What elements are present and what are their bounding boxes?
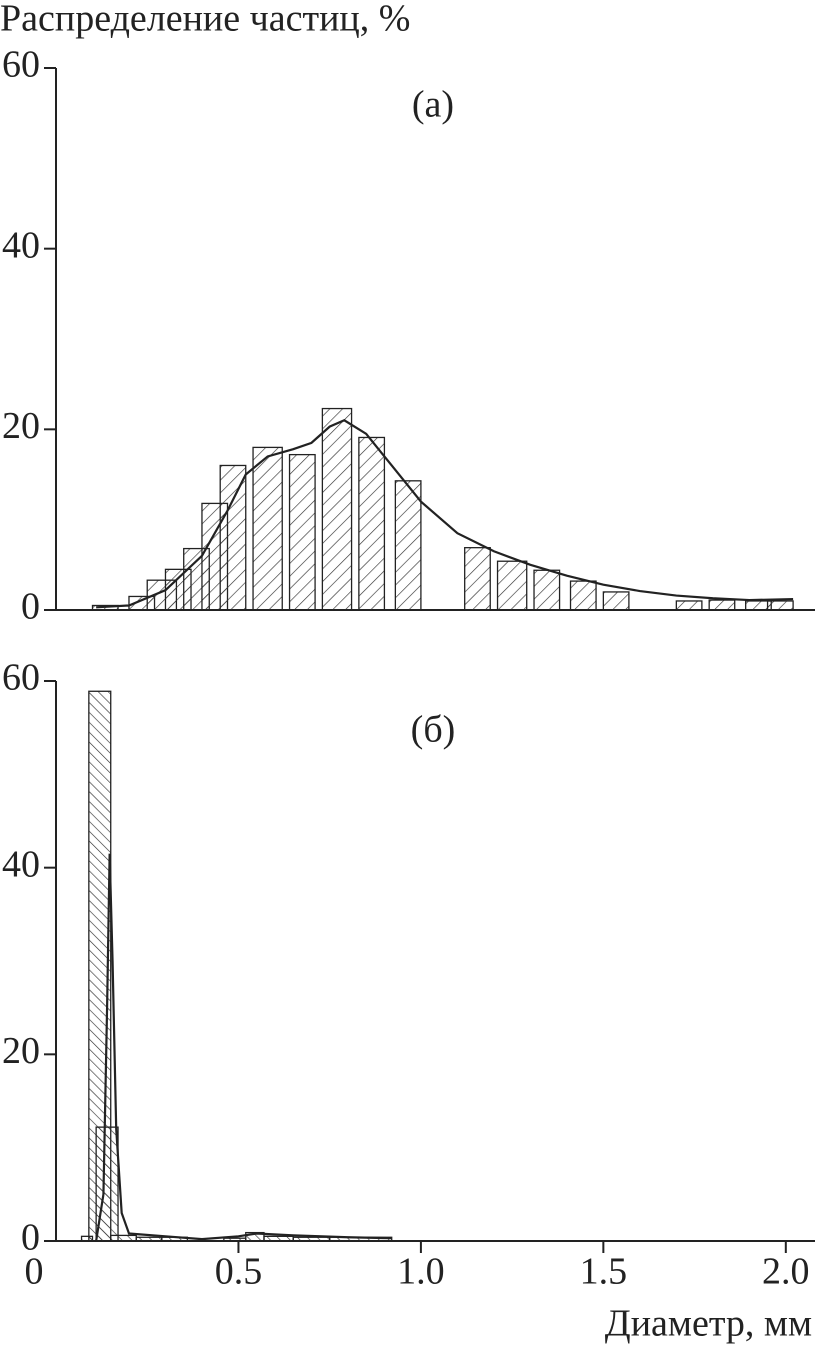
panel-label: (б)	[411, 709, 456, 751]
fit-curve	[95, 853, 392, 1242]
bar	[252, 446, 283, 611]
y-axis-label: Распределение частиц, %	[0, 0, 410, 40]
x-tick-label: 1.0	[397, 1251, 445, 1293]
panel-label: (а)	[412, 84, 454, 126]
y-tick-label: 0	[21, 586, 40, 628]
bar	[533, 569, 561, 611]
bar	[110, 1234, 137, 1242]
bar	[766, 600, 794, 611]
bar	[321, 407, 353, 611]
x-axis-label: Диаметр, мм	[605, 1303, 812, 1345]
bar	[135, 1236, 163, 1242]
x-tick-label: 0	[25, 1251, 44, 1293]
y-tick-label: 0	[21, 1217, 40, 1259]
y-tick-label: 40	[2, 224, 40, 266]
bar	[464, 547, 491, 611]
bar	[394, 480, 422, 611]
y-tick-label: 20	[2, 405, 40, 447]
bar	[358, 436, 386, 611]
y-tick-label: 20	[2, 1030, 40, 1072]
y-tick-label: 60	[2, 657, 40, 699]
bar	[675, 600, 703, 611]
x-tick-label: 2.0	[762, 1251, 810, 1293]
bar	[288, 453, 316, 611]
x-tick-label: 1.5	[580, 1251, 628, 1293]
y-tick-label: 60	[2, 44, 40, 86]
bar	[708, 599, 736, 611]
bar	[292, 1236, 331, 1242]
bar	[223, 1237, 247, 1242]
bar	[569, 580, 597, 611]
bar	[263, 1235, 294, 1242]
bar	[219, 464, 247, 611]
x-tick-label: 0.5	[215, 1251, 263, 1293]
fit-curve	[96, 419, 794, 609]
y-tick-label: 40	[2, 843, 40, 885]
bar	[496, 560, 528, 611]
bar	[602, 591, 630, 611]
